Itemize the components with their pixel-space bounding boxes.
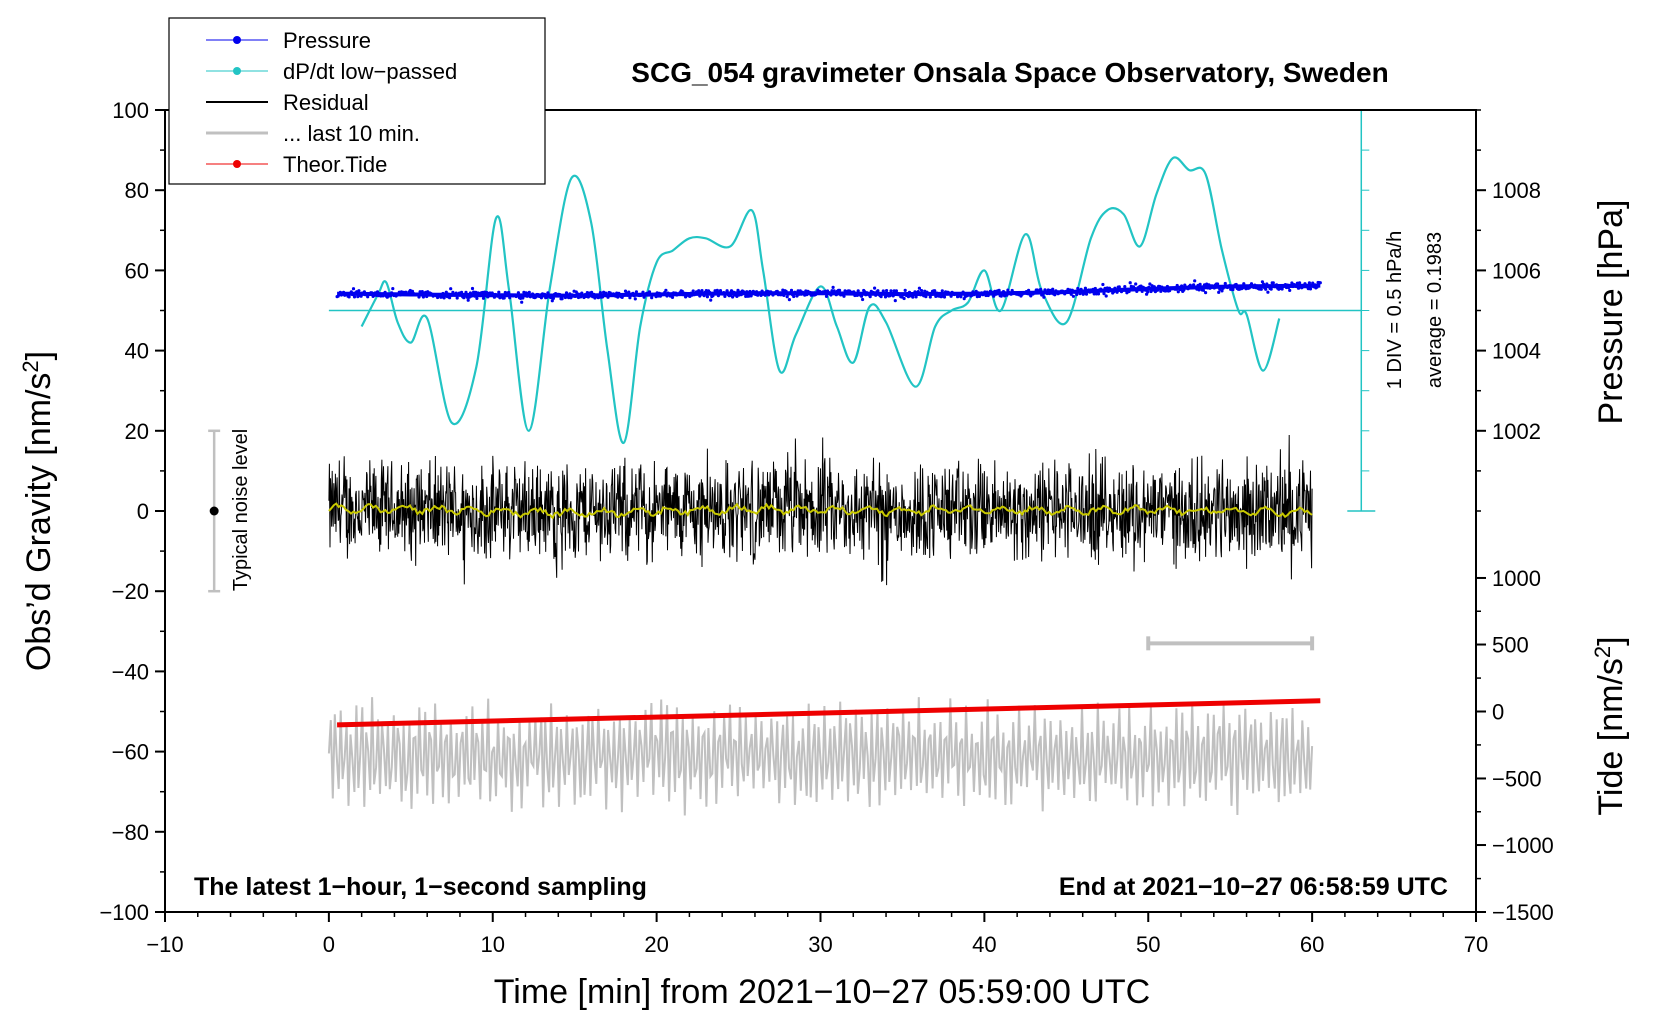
tide-axis-label-main: Tide [nm/s — [1592, 658, 1630, 815]
x-tick-label: 40 — [972, 932, 996, 957]
pressure-tick-label: 1004 — [1492, 339, 1541, 364]
x-tick-label: 60 — [1300, 932, 1324, 957]
legend-entry-residual: Residual — [206, 90, 369, 115]
pressure-axis-label: Pressure [hPa] — [1592, 200, 1630, 425]
pressure-tick-label: 1002 — [1492, 419, 1541, 444]
tide-axis-label-close: ] — [1592, 636, 1630, 645]
x-tick-label: 10 — [481, 932, 505, 957]
x-tick-label: −10 — [146, 932, 183, 957]
y-axis-label-sup: 2 — [18, 360, 43, 372]
x-tick-label: 70 — [1464, 932, 1488, 957]
y-tick-label: −40 — [112, 659, 149, 684]
dpdt-average-label: average = 0.1983 — [1424, 232, 1446, 388]
tide-tick-label: 0 — [1492, 700, 1504, 725]
legend-entry-pressure: Pressure — [206, 28, 371, 53]
residual-series — [328, 434, 1313, 586]
x-axis: −10 0 10 20 30 40 50 60 70 — [146, 912, 1488, 957]
dpdt-scale-label: 1 DIV = 0.5 hPa/h — [1384, 231, 1406, 389]
tide-axis-label-sup: 2 — [1590, 646, 1615, 658]
annotation-bottom-right: End at 2021−10−27 06:58:59 UTC — [1059, 873, 1448, 901]
tide-tick-label: −500 — [1492, 766, 1542, 791]
annotation-bottom-left: The latest 1−hour, 1−second sampling — [194, 873, 647, 901]
y-axis-left: 100 80 60 40 20 0 −20 −40 −60 −80 −100 — [99, 98, 165, 925]
annotation-marks — [208, 429, 1315, 651]
legend-pressure-label: Pressure — [283, 28, 371, 53]
legend-dpdt-label: dP/dt low−passed — [283, 59, 457, 84]
legend-last10-label: ... last 10 min. — [283, 121, 420, 146]
tide-line — [337, 698, 1321, 728]
tide-tick-label: −1000 — [1492, 833, 1554, 858]
x-axis-label: Time [min] from 2021−10−27 05:59:00 UTC — [494, 973, 1150, 1011]
y-axis-label: Obs’d Gravity [nm/s2] — [18, 351, 58, 671]
legend-dpdt-marker — [233, 67, 241, 75]
legend-residual-label: Residual — [283, 90, 369, 115]
y-tick-label: 20 — [125, 419, 149, 444]
tide-axis-label: Tide [nm/s2] — [1590, 636, 1630, 815]
legend: Pressure dP/dt low−passed Residual ... l… — [168, 17, 546, 185]
pressure-trend — [337, 283, 1321, 298]
pressure-tick-label: 1006 — [1492, 258, 1541, 283]
tide-tick-label: −1500 — [1492, 900, 1554, 925]
residual-smoothed-line — [328, 502, 1313, 520]
legend-entry-tide: Theor.Tide — [206, 152, 387, 177]
legend-tide-marker — [233, 160, 241, 168]
chart-title: SCG_054 gravimeter Onsala Space Observat… — [631, 57, 1388, 88]
dpdt-line — [360, 156, 1281, 444]
x-tick-label: 30 — [808, 932, 832, 957]
tide-axis: 1000 500 0 −500 −1000 −1500 — [1476, 566, 1554, 925]
y-tick-label: 80 — [125, 178, 149, 203]
last-10-min-series — [327, 697, 1314, 816]
y-tick-label: 100 — [112, 98, 149, 123]
legend-entry-last10: ... last 10 min. — [206, 121, 420, 146]
last-10-min-line — [327, 697, 1314, 816]
pressure-axis: 1008 1006 1004 1002 — [1476, 109, 1541, 512]
noise-level-label: Typical noise level — [230, 429, 252, 591]
residual-line — [328, 434, 1313, 586]
y-tick-label: −20 — [112, 579, 149, 604]
legend-entry-dpdt: dP/dt low−passed — [206, 59, 457, 84]
y-tick-label: 40 — [125, 339, 149, 364]
y-tick-label: 0 — [137, 499, 149, 524]
legend-tide-label: Theor.Tide — [283, 152, 387, 177]
y-axis-label-main: Obs’d Gravity [nm/s — [20, 373, 58, 672]
y-tick-label: −80 — [112, 820, 149, 845]
pressure-tick-label: 1008 — [1492, 178, 1541, 203]
pressure-series — [335, 279, 1322, 304]
tide-series — [337, 698, 1321, 728]
y-tick-label: −60 — [112, 740, 149, 765]
x-tick-label: 50 — [1136, 932, 1160, 957]
residual-smoothed-series — [328, 502, 1313, 520]
y-tick-label: 60 — [125, 258, 149, 283]
tide-tick-label: 1000 — [1492, 566, 1541, 591]
y-axis-label-close: ] — [20, 351, 58, 360]
tide-tick-label: 500 — [1492, 633, 1529, 658]
noise-bar-center — [209, 506, 219, 516]
legend-pressure-marker — [233, 36, 241, 44]
x-tick-label: 0 — [323, 932, 335, 957]
y-tick-label: −100 — [99, 900, 149, 925]
x-tick-label: 20 — [644, 932, 668, 957]
